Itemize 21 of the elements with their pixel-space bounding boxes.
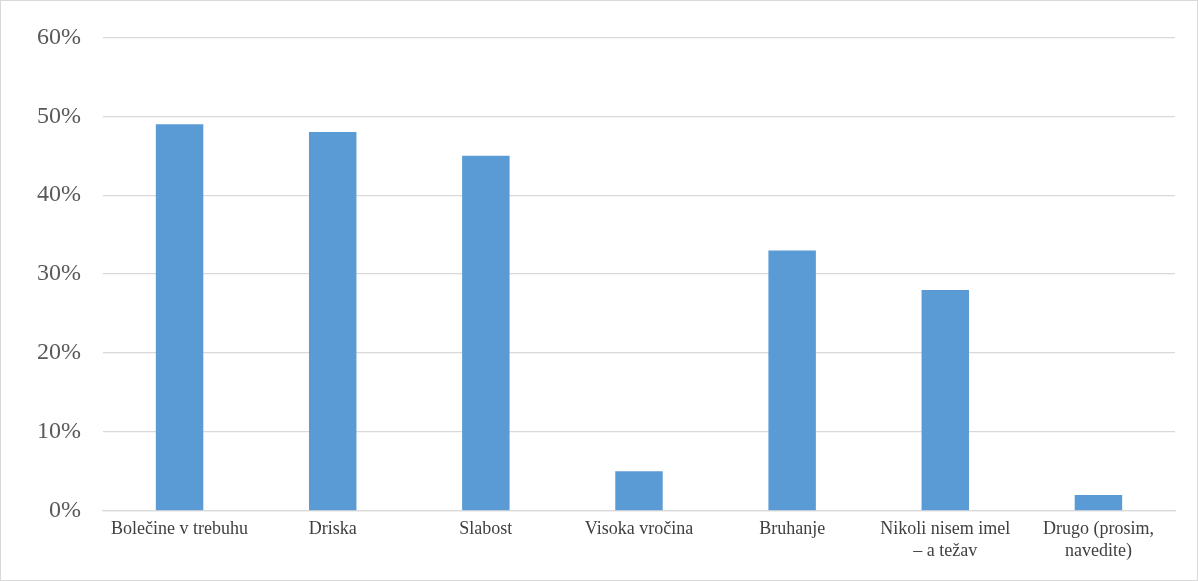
bar — [768, 250, 816, 511]
y-tick-label: 40% — [36, 180, 81, 207]
y-tick-label: 0% — [48, 496, 81, 523]
bar — [1074, 495, 1123, 511]
x-tick-label: Drugo (prosim, navedite) — [1042, 518, 1154, 561]
x-tick-label: Bruhanje — [759, 518, 826, 539]
y-tick-label: 50% — [36, 101, 81, 128]
x-tick-label: Driska — [308, 518, 357, 539]
bar — [921, 289, 970, 511]
x-tick-label: Nikoli nisem imel – a težav — [880, 518, 1011, 560]
x-tick-label: Bolečine v trebuhu — [111, 518, 249, 539]
bar — [615, 471, 663, 511]
x-tick-label: Visoka vročina — [584, 518, 694, 539]
bar — [308, 132, 357, 511]
y-tick-label: 30% — [36, 259, 81, 286]
y-tick-label: 60% — [36, 22, 81, 49]
bar — [462, 155, 510, 511]
y-tick-label: 20% — [36, 338, 81, 365]
x-tick-label: Slabost — [459, 518, 513, 539]
y-tick-label: 10% — [36, 417, 81, 444]
bar — [155, 124, 204, 511]
